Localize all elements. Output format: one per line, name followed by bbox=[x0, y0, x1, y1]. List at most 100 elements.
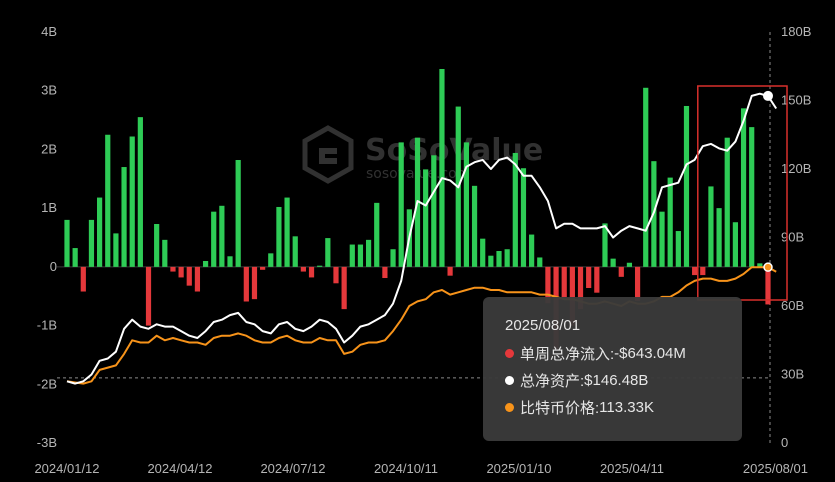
left-tick-label: -2B bbox=[37, 376, 57, 391]
inflow-bar bbox=[765, 266, 771, 305]
inflow-bar bbox=[170, 266, 176, 272]
right-tick-label: 120B bbox=[781, 161, 811, 176]
tooltip-label-btc: 比特币价格: bbox=[520, 400, 600, 417]
left-tick-label: 1B bbox=[41, 200, 57, 215]
inflow-bar bbox=[659, 211, 665, 267]
inflow-bar bbox=[577, 266, 584, 310]
inflow-bar bbox=[186, 266, 192, 286]
inflow-bar bbox=[561, 266, 567, 298]
inflow-bar bbox=[97, 197, 103, 267]
inflow-bar bbox=[72, 248, 78, 267]
right-tick-label: 150B bbox=[781, 93, 811, 108]
right-tick-label: 30B bbox=[781, 367, 804, 382]
x-axis: 2024/01/12 2024/04/12 2024/07/12 2024/10/11… bbox=[34, 461, 808, 476]
inflow-bar bbox=[88, 219, 95, 267]
net-assets-line bbox=[66, 92, 778, 385]
inflow-bar bbox=[724, 137, 730, 267]
inflow-bar bbox=[194, 266, 201, 292]
inflow-bar bbox=[667, 177, 673, 267]
inflow-bar bbox=[626, 262, 633, 267]
tooltip-value-inflow: -$643.04M bbox=[614, 345, 686, 362]
inflow-bar bbox=[618, 266, 624, 277]
x-tick-label: 2025/01/10 bbox=[486, 461, 551, 476]
inflow-bar bbox=[219, 205, 225, 267]
inflow-bar bbox=[488, 255, 494, 267]
inflow-bar bbox=[300, 266, 306, 272]
inflow-bar bbox=[496, 251, 502, 267]
highlight-box bbox=[697, 85, 788, 301]
x-tick-label: 2025/04/11 bbox=[600, 461, 664, 476]
inflow-bar bbox=[480, 238, 486, 267]
tooltip-label-inflow: 单周总净流入: bbox=[520, 346, 615, 363]
inflow-bar bbox=[692, 266, 698, 276]
inflow-bar bbox=[333, 266, 339, 284]
inflow-bar bbox=[708, 186, 714, 267]
inflow-bar bbox=[268, 253, 274, 267]
inflow-bar bbox=[284, 197, 290, 267]
left-tick-label: 0 bbox=[50, 259, 57, 274]
inflow-bar bbox=[471, 185, 478, 267]
inflow-bar bbox=[374, 202, 380, 267]
inflow-bar bbox=[145, 266, 152, 326]
right-axis: 180B 150B 120B 90B 60B 30B 0 bbox=[781, 24, 811, 450]
inflow-bar bbox=[463, 142, 470, 267]
inflow-bar bbox=[121, 167, 127, 267]
x-tick-label: 2024/10/11 bbox=[374, 461, 438, 476]
inflow-bar bbox=[610, 258, 616, 267]
inflow-dot-icon bbox=[505, 349, 514, 358]
inflow-bar bbox=[439, 68, 445, 267]
inflow-bar bbox=[732, 222, 738, 267]
inflow-bar bbox=[178, 266, 184, 278]
inflow-bar bbox=[643, 87, 649, 267]
inflow-bar bbox=[292, 236, 298, 267]
inflow-bar bbox=[137, 117, 143, 267]
inflow-bar bbox=[700, 266, 706, 276]
inflow-bar bbox=[341, 266, 347, 310]
inflow-bar bbox=[308, 266, 315, 278]
inflow-bar bbox=[154, 224, 160, 267]
inflow-bar bbox=[529, 234, 535, 267]
inflow-bar bbox=[105, 134, 111, 267]
inflow-bar bbox=[162, 239, 168, 267]
inflow-bar bbox=[757, 263, 763, 267]
tooltip-value-btc: 113.33K bbox=[599, 399, 654, 416]
net-assets-end-marker bbox=[763, 90, 773, 101]
inflow-bar bbox=[211, 211, 217, 267]
inflow-bar bbox=[202, 260, 209, 267]
inflow-bar bbox=[129, 136, 135, 267]
right-tick-label: 0 bbox=[781, 435, 788, 450]
inflow-bar bbox=[675, 231, 681, 267]
x-tick-label: 2024/07/12 bbox=[260, 461, 325, 476]
inflow-bar bbox=[423, 169, 429, 267]
inflow-bar bbox=[749, 127, 755, 267]
tooltip-row-assets: 总净资产: $146.48B bbox=[505, 370, 742, 391]
inflow-bar bbox=[537, 257, 543, 267]
tooltip-date: 2025/08/01 bbox=[505, 317, 581, 334]
tooltip-label-assets: 总净资产: bbox=[520, 373, 585, 390]
x-tick-label: 2024/04/12 bbox=[147, 461, 212, 476]
x-tick-label: 2024/01/12 bbox=[34, 461, 99, 476]
inflow-bar bbox=[325, 238, 331, 267]
inflow-bar bbox=[716, 208, 722, 267]
right-tick-label: 180B bbox=[781, 24, 811, 39]
right-tick-label: 90B bbox=[781, 230, 804, 245]
left-tick-label: -3B bbox=[37, 435, 57, 450]
inflow-bar bbox=[398, 142, 404, 267]
left-tick-label: -1B bbox=[37, 318, 57, 333]
inflow-bar bbox=[545, 266, 551, 304]
tooltip-row-inflow: 单周总净流入: -$643.04M bbox=[505, 343, 742, 364]
inflow-bar bbox=[512, 152, 518, 267]
inflow-bar bbox=[683, 105, 690, 267]
sosovalue-logo-icon bbox=[302, 125, 354, 184]
left-tick-label: 4B bbox=[41, 24, 57, 39]
x-tick-label: 2025/08/01 bbox=[743, 461, 808, 476]
inflow-bar bbox=[251, 266, 258, 300]
inflow-bar bbox=[243, 266, 249, 302]
inflow-bar bbox=[80, 266, 86, 292]
inflow-bar bbox=[520, 168, 527, 267]
inflow-bar bbox=[276, 206, 282, 267]
inflow-bar bbox=[382, 266, 388, 279]
inflow-bar bbox=[365, 239, 372, 267]
inflow-bar bbox=[227, 256, 233, 267]
